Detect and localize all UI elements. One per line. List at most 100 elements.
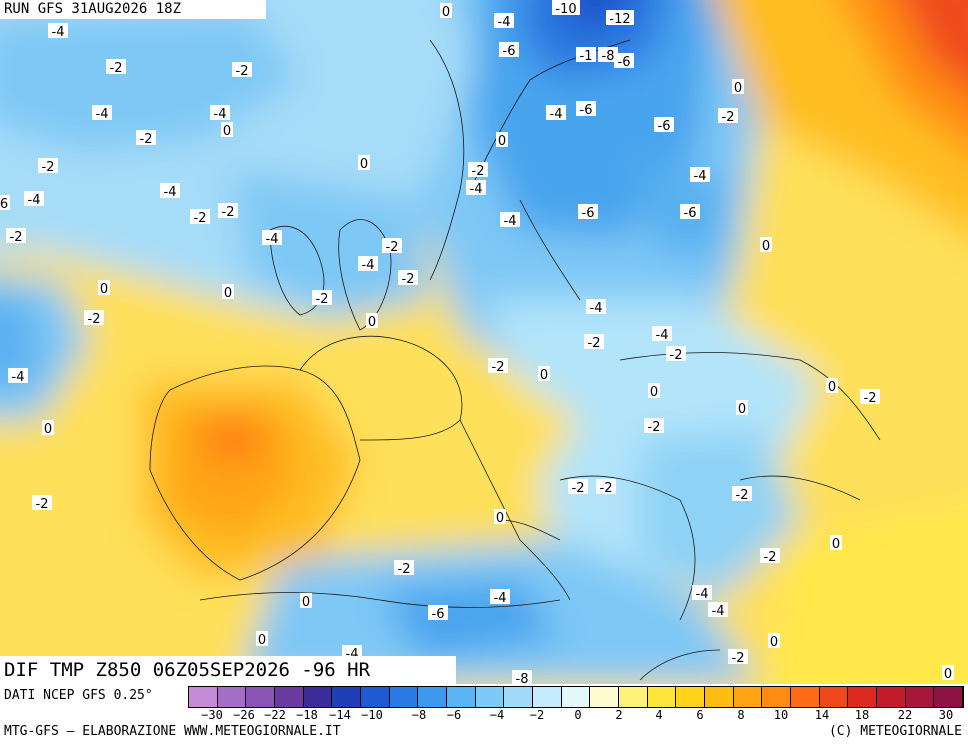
isotherm-label: -4 bbox=[466, 180, 486, 197]
isotherm-label: 0 bbox=[648, 383, 660, 400]
isotherm-label: 0 bbox=[42, 420, 54, 437]
color-swatch bbox=[590, 687, 620, 707]
svg-text:-6: -6 bbox=[582, 206, 595, 221]
svg-text:-4: -4 bbox=[12, 370, 25, 385]
isotherm-labels: 0-4-10-12-4-6-2 -2-1 -8 -60-4 -40-2-4 -6-6-2-… bbox=[0, 0, 954, 684]
color-swatch bbox=[647, 687, 677, 707]
color-scale-ticks: −30 −26 −22 −18 −14 −10 −8 −6 −4 −2 0 2 4 6 8 10 14 18 22 3… bbox=[188, 708, 964, 724]
isotherm-label: 0 bbox=[538, 366, 550, 383]
color-swatch bbox=[332, 687, 362, 707]
color-swatch bbox=[819, 687, 849, 707]
isotherm-label: 0 bbox=[826, 378, 838, 395]
isotherm-label: 0 bbox=[98, 280, 110, 297]
isotherm-label: -2 bbox=[312, 290, 332, 307]
isotherm-label: -2 bbox=[644, 418, 664, 435]
color-swatch bbox=[389, 687, 419, 707]
isotherm-label: -2 bbox=[596, 479, 616, 496]
isotherm-label: -2 bbox=[398, 270, 418, 287]
isotherm-label: -2 bbox=[760, 548, 780, 565]
scale-tick-label: 4 bbox=[655, 708, 663, 722]
svg-text:-2: -2 bbox=[10, 230, 23, 245]
svg-text:0: 0 bbox=[223, 124, 231, 139]
isotherm-label: 0 bbox=[760, 237, 772, 254]
svg-text:0: 0 bbox=[442, 5, 450, 20]
isotherm-label: -2 bbox=[84, 310, 104, 327]
svg-text:-2: -2 bbox=[194, 211, 207, 226]
svg-text:0: 0 bbox=[496, 511, 504, 526]
isotherm-label: -4 bbox=[652, 326, 672, 343]
svg-text:-6: -6 bbox=[658, 119, 671, 134]
svg-text:-8: -8 bbox=[516, 672, 529, 684]
color-swatch bbox=[217, 687, 247, 707]
svg-text:-2: -2 bbox=[236, 64, 249, 79]
svg-text:-2: -2 bbox=[36, 497, 49, 512]
svg-text:-6: -6 bbox=[503, 44, 516, 59]
color-swatch bbox=[275, 687, 304, 707]
color-scale bbox=[188, 686, 964, 708]
isotherm-label: -2 bbox=[232, 62, 252, 79]
isotherm-label: -4 bbox=[692, 585, 712, 602]
isotherm-label: 0 bbox=[732, 79, 744, 96]
isotherm-label: -2 bbox=[718, 108, 738, 125]
svg-text:-10: -10 bbox=[555, 2, 576, 17]
scale-tick-label: −10 bbox=[361, 708, 383, 722]
color-swatch bbox=[733, 687, 763, 707]
svg-text:0: 0 bbox=[770, 635, 778, 650]
svg-text:-6: -6 bbox=[580, 103, 593, 118]
isotherm-label: -2 bbox=[136, 130, 156, 147]
svg-text:0: 0 bbox=[828, 380, 836, 395]
isotherm-label: -2 bbox=[728, 649, 748, 666]
svg-text:-4: -4 bbox=[266, 232, 279, 247]
isotherm-label: -4 bbox=[690, 167, 710, 184]
isotherm-label: -1 bbox=[576, 47, 596, 64]
svg-text:-6: -6 bbox=[684, 206, 697, 221]
color-swatch bbox=[504, 687, 534, 707]
isotherm-label: -2 bbox=[106, 59, 126, 76]
isotherm-label: -4 bbox=[92, 105, 112, 122]
svg-text:-4: -4 bbox=[96, 107, 109, 122]
isotherm-label: -2 bbox=[190, 209, 210, 226]
copyright: (C) METEOGIORNALE bbox=[828, 724, 962, 739]
isotherm-label: -4 bbox=[500, 212, 520, 229]
footer: DATI NCEP GFS 0.25° −30 −26 −22 −18 −14 −10 −8… bbox=[0, 684, 968, 745]
isotherm-label: -2 bbox=[860, 389, 880, 406]
scale-tick-label: −18 bbox=[296, 708, 318, 722]
svg-text:-4: -4 bbox=[590, 301, 603, 316]
color-swatch bbox=[705, 687, 734, 707]
isotherm-label: 0 bbox=[768, 633, 780, 650]
scale-tick-label: 6 bbox=[696, 708, 704, 722]
svg-text:-2: -2 bbox=[670, 348, 683, 363]
svg-text:0: 0 bbox=[302, 595, 310, 610]
scale-tick-label: 18 bbox=[854, 708, 870, 722]
scale-tick-label: −22 bbox=[264, 708, 286, 722]
isotherm-label: 0 bbox=[440, 3, 452, 20]
svg-text:-4: -4 bbox=[504, 214, 517, 229]
svg-text:-2: -2 bbox=[316, 292, 329, 307]
svg-text:-4: -4 bbox=[696, 587, 709, 602]
svg-text:-2: -2 bbox=[572, 481, 585, 496]
scale-tick-label: −8 bbox=[411, 708, 427, 722]
scale-tick-label: 2 bbox=[615, 708, 623, 722]
scale-tick-label: 10 bbox=[773, 708, 789, 722]
svg-text:-4: -4 bbox=[28, 193, 41, 208]
svg-text:0: 0 bbox=[258, 633, 266, 648]
product-title-banner: DIF TMP Z850 06Z05SEP2026 -96 HR bbox=[0, 656, 456, 684]
svg-text:-2: -2 bbox=[42, 160, 55, 175]
isotherm-label: 0 bbox=[358, 155, 370, 172]
isotherm-label: 6 bbox=[0, 195, 10, 212]
isotherm-label: -2 bbox=[732, 486, 752, 503]
isotherm-label: 0 bbox=[494, 509, 506, 526]
scale-tick-label: −6 bbox=[446, 708, 462, 722]
scale-tick-label: −26 bbox=[233, 708, 255, 722]
scale-tick-label: 22 bbox=[897, 708, 913, 722]
isotherm-label: -4 bbox=[586, 299, 606, 316]
isotherm-label: 0 bbox=[736, 400, 748, 417]
color-swatch bbox=[361, 687, 390, 707]
svg-text:0: 0 bbox=[224, 286, 232, 301]
svg-text:-4: -4 bbox=[214, 107, 227, 122]
svg-text:0: 0 bbox=[368, 315, 376, 330]
isotherm-label: -4 bbox=[8, 368, 28, 385]
svg-text:-4: -4 bbox=[694, 169, 707, 184]
svg-text:0: 0 bbox=[832, 537, 840, 552]
run-banner: RUN GFS 31AUG2026 18Z bbox=[0, 0, 266, 19]
